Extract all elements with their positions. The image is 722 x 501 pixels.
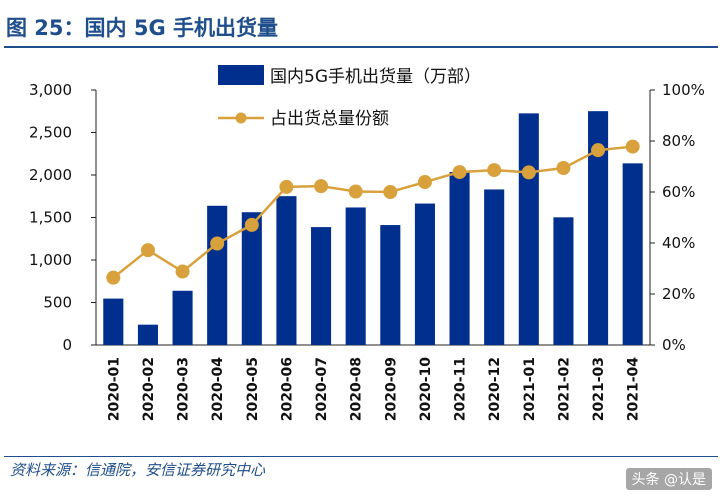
legend-bar-label: 国内5G手机出货量（万部） xyxy=(270,67,481,87)
share-point-2020-02 xyxy=(140,243,155,258)
share-point-2021-04 xyxy=(625,139,640,154)
y-left-tick-label: 500 xyxy=(43,294,72,312)
share-point-2020-07 xyxy=(314,179,329,194)
bar-series xyxy=(103,111,643,345)
x-tick-label: 2020-01 xyxy=(106,357,122,421)
bar-2021-01 xyxy=(518,113,539,345)
share-point-2020-11 xyxy=(452,165,467,180)
share-point-2020-10 xyxy=(417,175,432,190)
bar-2020-12 xyxy=(484,189,505,345)
y-right-tick-label: 0% xyxy=(662,336,686,354)
legend-line-label: 占出货总量份额 xyxy=(270,109,389,129)
x-tick-label: 2020-11 xyxy=(453,357,469,421)
legend-bar-swatch xyxy=(218,65,264,85)
share-point-2021-02 xyxy=(556,161,571,176)
x-tick-label: 2020-12 xyxy=(487,357,503,421)
bar-2020-07 xyxy=(311,227,332,345)
bar-2020-05 xyxy=(241,212,262,345)
bar-2020-11 xyxy=(449,172,470,345)
y-left-tick-label: 1,000 xyxy=(29,251,72,269)
x-tick-label: 2020-10 xyxy=(418,357,434,422)
share-point-2020-06 xyxy=(279,179,294,194)
x-tick-label: 2021-03 xyxy=(591,357,607,421)
share-point-2020-03 xyxy=(175,264,190,279)
bar-2020-08 xyxy=(345,207,366,345)
share-point-2020-04 xyxy=(210,236,225,251)
x-tick-label: 2020-09 xyxy=(383,357,399,421)
x-tick-label: 2020-04 xyxy=(210,357,226,422)
y-right-tick-label: 60% xyxy=(662,183,695,201)
x-tick-label: 2020-06 xyxy=(279,357,295,421)
bar-2020-10 xyxy=(414,203,435,345)
share-point-2020-09 xyxy=(383,185,398,199)
y-right-tick-label: 80% xyxy=(662,132,695,150)
share-line xyxy=(112,145,633,279)
share-point-2020-01 xyxy=(106,270,121,285)
title-divider xyxy=(4,46,718,48)
chart-title: 图 25：国内 5G 手机出货量 xyxy=(6,16,279,40)
bar-2020-06 xyxy=(276,196,297,345)
share-point-2020-08 xyxy=(348,184,363,199)
bar-2020-01 xyxy=(103,298,124,345)
footer-divider xyxy=(4,456,718,457)
watermark: 头条 @认是 xyxy=(625,468,712,490)
bar-2021-04 xyxy=(622,163,643,345)
bar-2021-03 xyxy=(588,111,609,345)
x-tick-label: 2020-07 xyxy=(314,357,330,421)
bar-2020-03 xyxy=(172,290,193,345)
y-left-tick-label: 2,500 xyxy=(29,124,72,142)
y-left-tick-label: 2,000 xyxy=(29,166,72,184)
x-tick-label: 2020-03 xyxy=(176,357,192,421)
x-tick-label: 2020-08 xyxy=(349,357,365,421)
x-tick-label: 2020-05 xyxy=(245,357,261,421)
bar-2020-04 xyxy=(207,205,228,345)
y-right-tick-label: 100% xyxy=(662,81,705,99)
share-point-2020-05 xyxy=(244,217,259,232)
x-tick-label: 2020-02 xyxy=(141,357,157,421)
y-left-tick-label: 1,500 xyxy=(29,209,72,227)
x-tick-label: 2021-01 xyxy=(522,357,538,421)
legend-line-marker xyxy=(235,112,247,124)
x-tick-label: 2021-04 xyxy=(626,357,642,422)
legend: 国内5G手机出货量（万部） 占出货总量份额 xyxy=(218,65,481,129)
share-point-2021-01 xyxy=(521,165,536,180)
x-tick-label: 2021-02 xyxy=(556,357,572,421)
y-right-tick-label: 20% xyxy=(662,285,695,303)
tick-labels: 3,000 2,500 2,000 1,500 1,000 500 0 100% 80% 60% 4… xyxy=(29,81,705,421)
y-left-tick-label: 3,000 xyxy=(29,81,72,99)
source-note: 资料来源：信通院，安信证券研究中心 xyxy=(10,461,266,479)
y-left-tick-label: 0 xyxy=(62,336,72,354)
share-point-2020-12 xyxy=(487,163,502,178)
line-series xyxy=(106,139,640,285)
bar-2020-09 xyxy=(380,225,401,345)
y-right-tick-label: 40% xyxy=(662,234,695,252)
bar-2021-02 xyxy=(553,217,574,345)
bar-2020-02 xyxy=(137,324,158,345)
share-point-2021-03 xyxy=(591,143,606,158)
